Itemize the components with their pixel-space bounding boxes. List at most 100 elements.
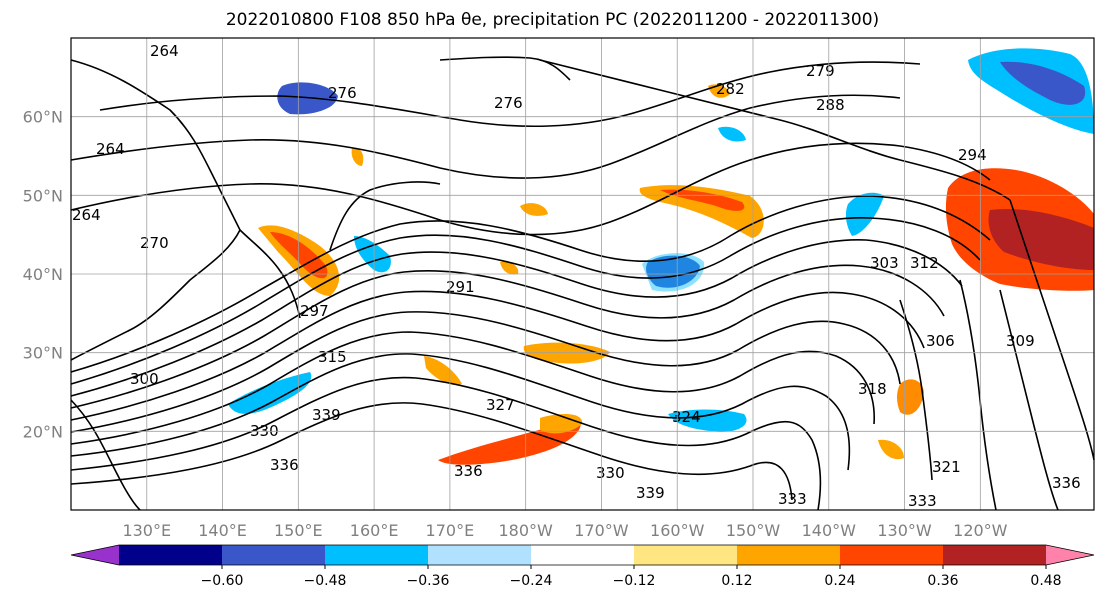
precip-tropic-blue (668, 409, 747, 432)
precip-160w-blue-edge (642, 253, 705, 292)
colorbar-tick-label: −0.36 (407, 573, 450, 589)
longitude-tick-label: 160°E (350, 521, 399, 540)
coast-alaska (539, 59, 1011, 201)
contour-label: 300 (130, 370, 159, 388)
theta-e-contours (70, 61, 1059, 511)
colorbar-tick-label: −0.12 (613, 573, 656, 589)
longitude-tick-label: 140°E (198, 521, 247, 540)
coast-namerica (1009, 199, 1095, 461)
coastlines (70, 56, 1095, 511)
longitude-tick-label: 130°E (122, 521, 171, 540)
latitude-tick-label: 60°N (23, 108, 63, 127)
colorbar-tick-label: 0.24 (824, 573, 855, 589)
precip-175w-orange (639, 185, 764, 238)
chart-title: 2022010800 F108 850 hPa θe, precipitatio… (225, 10, 880, 30)
contour-label: 291 (446, 278, 475, 296)
coast-asia (70, 59, 241, 361)
latitude-tick-label: 30°N (23, 344, 63, 363)
contour-label: 333 (778, 490, 807, 508)
contour-9 (70, 376, 822, 511)
colorbar-outline (70, 544, 1095, 566)
colorbar-extend-low (71, 545, 119, 565)
contour-label: 336 (454, 462, 483, 480)
contour-label: 264 (72, 206, 101, 224)
precip-alaska-darkblue (1000, 61, 1086, 105)
colorbar-segment (531, 545, 635, 565)
contour-8 (70, 353, 851, 471)
precip-spot-2 (520, 203, 548, 216)
coast-japan (239, 229, 301, 319)
latitude-tick-label: 20°N (23, 422, 63, 441)
precip-alaska-blue (968, 48, 1094, 134)
contour-label: 276 (494, 94, 523, 112)
contour-16 (899, 299, 933, 481)
contour-label: 327 (486, 396, 515, 414)
contour-4 (70, 264, 945, 409)
contour-label: 339 (312, 406, 341, 424)
precip-subtrop-blue (228, 372, 312, 414)
colorbar-extend-high (1046, 545, 1094, 565)
longitude-tick-label: 170°W (574, 521, 629, 540)
contour-label: 312 (910, 254, 939, 272)
precip-nwamerica-darkred (988, 208, 1094, 270)
contour-label: 306 (926, 332, 955, 350)
colorbar-tick-label: 0.12 (721, 573, 752, 589)
contour-label: 330 (596, 464, 625, 482)
contour-label: 270 (140, 234, 169, 252)
map-area: 264 264 264 270 276 276 279 282 288 291 … (70, 37, 1095, 511)
latitude-tick-label: 50°N (23, 186, 63, 205)
contour-label: 264 (96, 140, 125, 158)
longitude-tick-label: 150°E (274, 521, 323, 540)
longitude-tick-label: 150°W (726, 521, 781, 540)
contour-label: 336 (1052, 474, 1081, 492)
precip-npac-blue (354, 236, 391, 273)
precip-midpac-orange (523, 342, 610, 364)
graticule (71, 38, 1094, 510)
contour-label: 315 (318, 348, 347, 366)
colorbar-segment (325, 545, 429, 565)
contour-label: 333 (908, 492, 937, 510)
longitude-tick-label: 160°W (650, 521, 705, 540)
colorbar-segment (428, 545, 532, 565)
contour-labels: 264 264 264 270 276 276 279 282 288 291 … (72, 42, 1081, 510)
contour-2 (70, 217, 981, 385)
longitude-tick-label: 180°W (498, 521, 553, 540)
longitude-tick-label: 130°W (877, 521, 932, 540)
contour-10 (70, 402, 793, 501)
colorbar: −0.60 −0.48 −0.36 −0.24 −0.12 0.12 0.24 0.36 0.4… (70, 544, 1095, 589)
contour-1 (70, 195, 991, 373)
contour-label: 303 (870, 254, 899, 272)
contour-label: 282 (716, 80, 745, 98)
contour-label: 339 (636, 484, 665, 502)
contour-11 (70, 142, 991, 236)
colorbar-segment (840, 545, 944, 565)
contour-6 (70, 311, 901, 433)
contour-label: 288 (816, 96, 845, 114)
map-frame (70, 37, 1095, 511)
precip-140w-blue (845, 192, 884, 236)
contour-5 (70, 290, 925, 421)
longitude-tick-label: 170°E (426, 521, 475, 540)
precip-shading (228, 48, 1094, 465)
precip-135w-orange (897, 379, 924, 415)
colorbar-tick-label: 0.48 (1030, 573, 1061, 589)
colorbar-segment (737, 545, 841, 565)
longitude-tick-label: 140°W (802, 521, 857, 540)
precip-spot-4 (351, 147, 364, 166)
contour-3 (70, 239, 963, 397)
coast-siberia (439, 56, 571, 81)
contour-label: 294 (958, 146, 987, 164)
contour-label: 324 (672, 408, 701, 426)
colorbar-segment (222, 545, 326, 565)
colorbar-tick-label: 0.36 (927, 573, 958, 589)
longitude-tick-label: 120°W (953, 521, 1008, 540)
colorbar-tick-label: −0.24 (510, 573, 553, 589)
contour-label: 309 (1006, 332, 1035, 350)
contour-label: 336 (270, 456, 299, 474)
contour-label: 279 (806, 62, 835, 80)
colorbar-segment (634, 545, 738, 565)
colorbar-segment (119, 545, 223, 565)
contour-label: 297 (300, 302, 329, 320)
precip-spot-5 (878, 439, 904, 460)
